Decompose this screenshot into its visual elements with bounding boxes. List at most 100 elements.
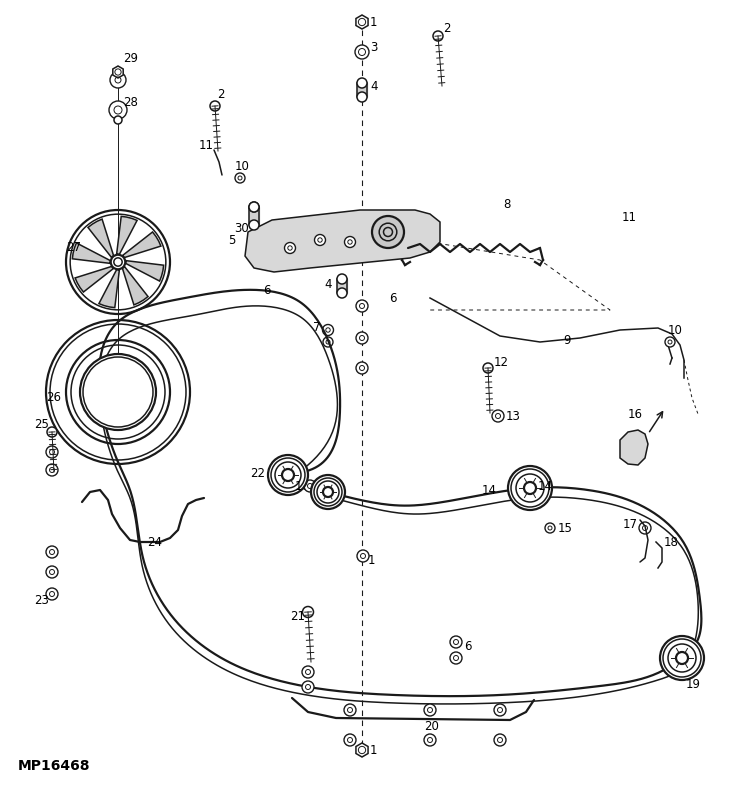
Circle shape: [268, 455, 308, 495]
Circle shape: [524, 482, 536, 494]
Circle shape: [311, 475, 345, 509]
Text: 23: 23: [34, 593, 49, 607]
Circle shape: [249, 220, 259, 230]
Polygon shape: [356, 15, 368, 29]
Circle shape: [508, 466, 552, 510]
Circle shape: [46, 320, 190, 464]
Text: 27: 27: [66, 241, 81, 253]
Circle shape: [357, 92, 367, 102]
Polygon shape: [113, 66, 123, 78]
Polygon shape: [122, 267, 148, 305]
Circle shape: [323, 337, 333, 347]
Text: 19: 19: [686, 678, 701, 690]
Circle shape: [665, 337, 675, 347]
Text: 25: 25: [34, 417, 49, 431]
Circle shape: [110, 255, 125, 269]
Polygon shape: [249, 207, 259, 225]
Text: 22: 22: [250, 466, 265, 480]
Text: 24: 24: [147, 536, 162, 548]
Circle shape: [249, 202, 259, 212]
Polygon shape: [116, 216, 137, 254]
Circle shape: [210, 101, 220, 111]
Text: 28: 28: [123, 95, 138, 109]
Circle shape: [344, 237, 355, 248]
Text: 13: 13: [506, 409, 521, 422]
Circle shape: [304, 480, 316, 492]
Text: 6: 6: [389, 291, 397, 305]
Circle shape: [337, 274, 347, 284]
Text: 1: 1: [370, 743, 378, 757]
Circle shape: [249, 202, 259, 212]
Polygon shape: [88, 219, 113, 257]
Circle shape: [302, 666, 314, 678]
Circle shape: [424, 704, 436, 716]
Circle shape: [424, 734, 436, 746]
Text: 15: 15: [558, 522, 573, 534]
Circle shape: [314, 234, 325, 245]
Circle shape: [282, 469, 294, 481]
Text: 4: 4: [324, 278, 331, 290]
Text: 6: 6: [464, 641, 472, 653]
Text: 21: 21: [290, 611, 305, 623]
Text: 29: 29: [123, 51, 138, 65]
Polygon shape: [337, 279, 347, 293]
Circle shape: [344, 734, 356, 746]
Polygon shape: [122, 232, 161, 257]
Polygon shape: [99, 270, 119, 308]
Text: 17: 17: [623, 518, 638, 530]
Text: 2: 2: [443, 21, 450, 35]
Circle shape: [109, 101, 127, 119]
Circle shape: [483, 363, 493, 373]
Circle shape: [545, 523, 555, 533]
Text: 14: 14: [538, 480, 553, 492]
Circle shape: [80, 354, 156, 430]
Circle shape: [46, 566, 58, 578]
Circle shape: [660, 636, 704, 680]
Text: 2: 2: [217, 88, 224, 100]
Circle shape: [492, 410, 504, 422]
Text: MP16468: MP16468: [18, 759, 91, 773]
Circle shape: [450, 636, 462, 648]
Polygon shape: [75, 267, 113, 292]
Circle shape: [322, 324, 333, 335]
Circle shape: [357, 550, 369, 562]
Circle shape: [46, 464, 58, 476]
Circle shape: [323, 487, 333, 497]
Text: 10: 10: [235, 159, 250, 173]
Circle shape: [337, 288, 347, 298]
Text: 8: 8: [503, 197, 510, 211]
Polygon shape: [126, 260, 163, 281]
Circle shape: [494, 704, 506, 716]
Text: 6: 6: [263, 283, 271, 297]
Circle shape: [355, 45, 369, 59]
Text: 1: 1: [295, 480, 302, 492]
Polygon shape: [357, 83, 367, 97]
Circle shape: [356, 332, 368, 344]
Circle shape: [110, 72, 126, 88]
Text: 7: 7: [313, 320, 320, 334]
Circle shape: [433, 31, 443, 41]
Text: 4: 4: [370, 80, 378, 92]
Circle shape: [356, 362, 368, 374]
Polygon shape: [620, 430, 648, 465]
Polygon shape: [72, 243, 110, 264]
Circle shape: [357, 78, 367, 88]
Polygon shape: [356, 743, 368, 757]
Circle shape: [235, 173, 245, 183]
Circle shape: [450, 652, 462, 664]
Circle shape: [344, 704, 356, 716]
Polygon shape: [245, 210, 440, 272]
Circle shape: [114, 116, 122, 124]
Text: 30: 30: [234, 222, 249, 234]
Text: 1: 1: [370, 16, 378, 28]
Circle shape: [302, 607, 314, 618]
Text: 12: 12: [494, 356, 509, 368]
Circle shape: [356, 300, 368, 312]
Circle shape: [302, 681, 314, 693]
Text: 11: 11: [622, 211, 637, 223]
Text: 1: 1: [368, 555, 375, 567]
Circle shape: [494, 734, 506, 746]
Text: 18: 18: [664, 536, 679, 548]
Circle shape: [372, 216, 404, 248]
Circle shape: [46, 446, 58, 458]
